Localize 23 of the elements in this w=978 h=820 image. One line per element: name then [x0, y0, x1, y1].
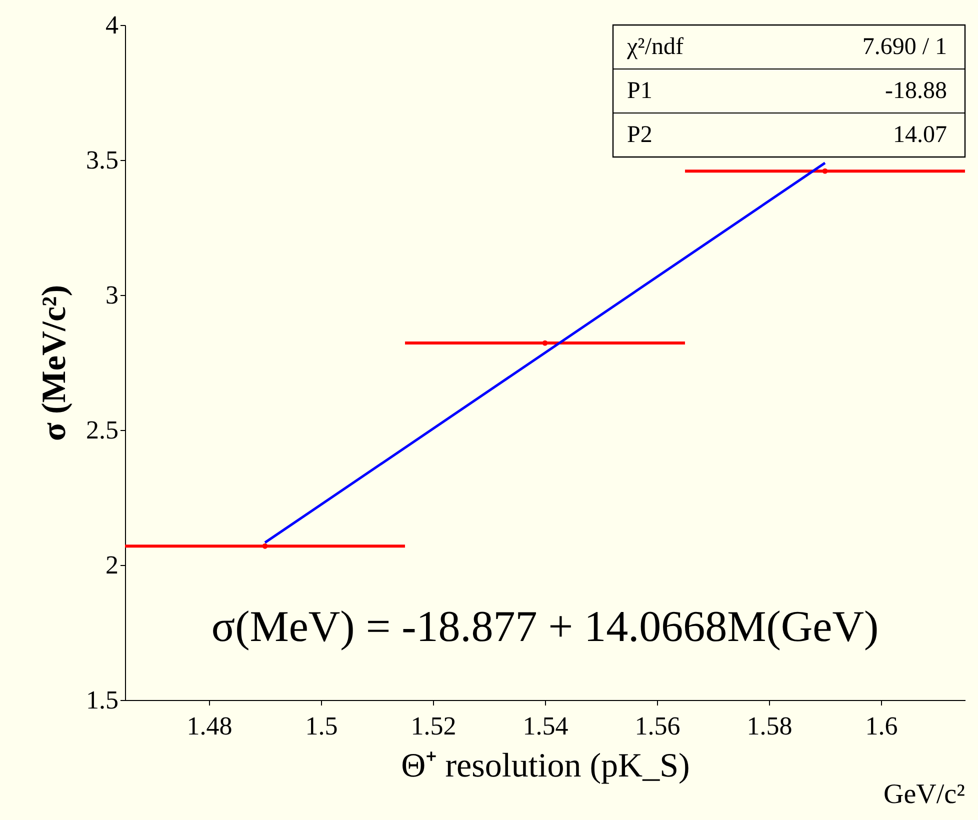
text: P1 -18.88	[627, 78, 947, 104]
y-tick-label: 2	[106, 550, 118, 580]
y-tick-label: 1.5	[86, 686, 118, 714]
text: P2 14.07	[627, 122, 947, 148]
point	[262, 543, 268, 549]
y-tick-label: 3.5	[86, 146, 118, 174]
x-tick-label: 1.52	[410, 712, 456, 740]
y-axis-title: σ (MeV/c²)	[36, 284, 73, 442]
x-tick-label: 1.58	[746, 712, 792, 740]
x-tick-label: 1.6	[865, 712, 898, 740]
y-tick-label: 3	[106, 280, 118, 310]
point	[542, 340, 548, 346]
y-tick-label: 2.5	[86, 416, 118, 444]
point	[822, 168, 828, 174]
annotation: σ(MeV) = -18.877 + 14.0668M(GeV)	[211, 602, 879, 651]
y-tick-label: 4	[106, 10, 118, 40]
x-tick-label: 1.48	[186, 712, 232, 740]
x-tick-label: 1.54	[522, 712, 568, 740]
text: χ²/ndf 7.690 / 1	[627, 34, 947, 60]
x-tick-label: 1.5	[305, 712, 338, 740]
text: GeV/c²	[884, 779, 965, 810]
x-tick-label: 1.56	[634, 712, 680, 740]
x-axis-title: Θ⁺ resolution (pK_S)	[401, 748, 690, 784]
